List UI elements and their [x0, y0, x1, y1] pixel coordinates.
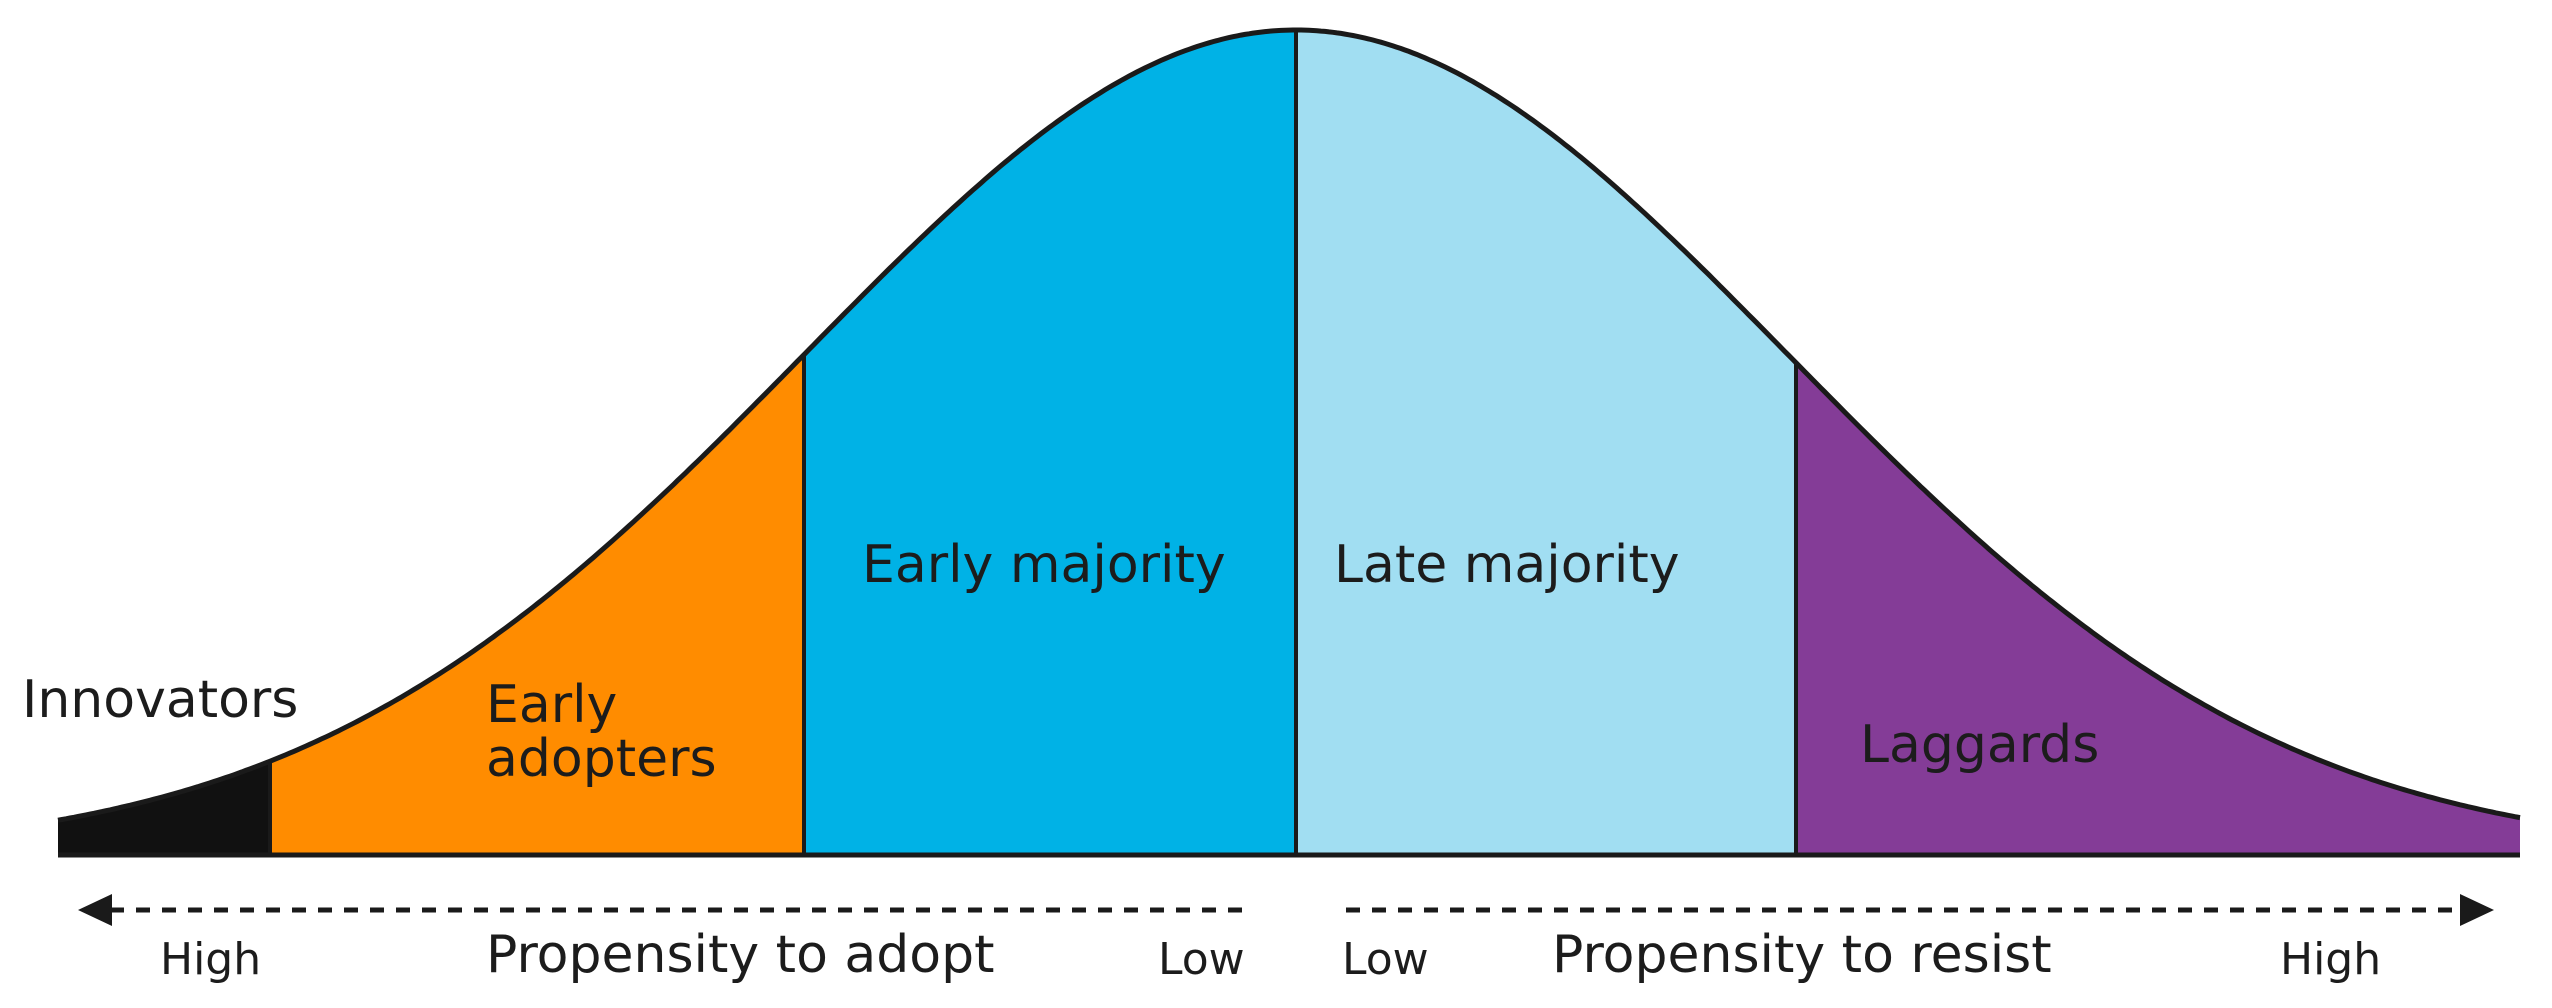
curve-segments [58, 30, 2520, 855]
laggards-segment [1796, 362, 2520, 855]
left-arrowhead-icon [78, 894, 112, 926]
early-adopters-label-line1: Early [486, 675, 617, 735]
resist-arrow [1346, 894, 2494, 926]
adopt-high-label: High [160, 934, 261, 985]
resist-axis-title: Propensity to resist [1552, 925, 2052, 985]
adopt-axis-title: Propensity to adopt [486, 925, 995, 985]
late-majority-segment [1296, 30, 1796, 855]
adopt-low-label: Low [1158, 934, 1245, 985]
early-majority-label: Early majority [862, 535, 1226, 595]
early-majority-segment [804, 30, 1296, 855]
late-majority-label: Late majority [1334, 535, 1680, 595]
innovators-label: Innovators [22, 670, 298, 730]
bell-curve-outline [57, 27, 2521, 823]
early-adopters-label-line2: adopters [486, 729, 717, 789]
segment-dividers [268, 30, 1798, 855]
right-arrowhead-icon [2460, 894, 2494, 926]
innovators-segment [58, 761, 270, 855]
laggards-label: Laggards [1860, 715, 2099, 775]
resist-low-label: Low [1342, 934, 1429, 985]
resist-high-label: High [2280, 934, 2381, 985]
adopt-arrow [78, 894, 1252, 926]
